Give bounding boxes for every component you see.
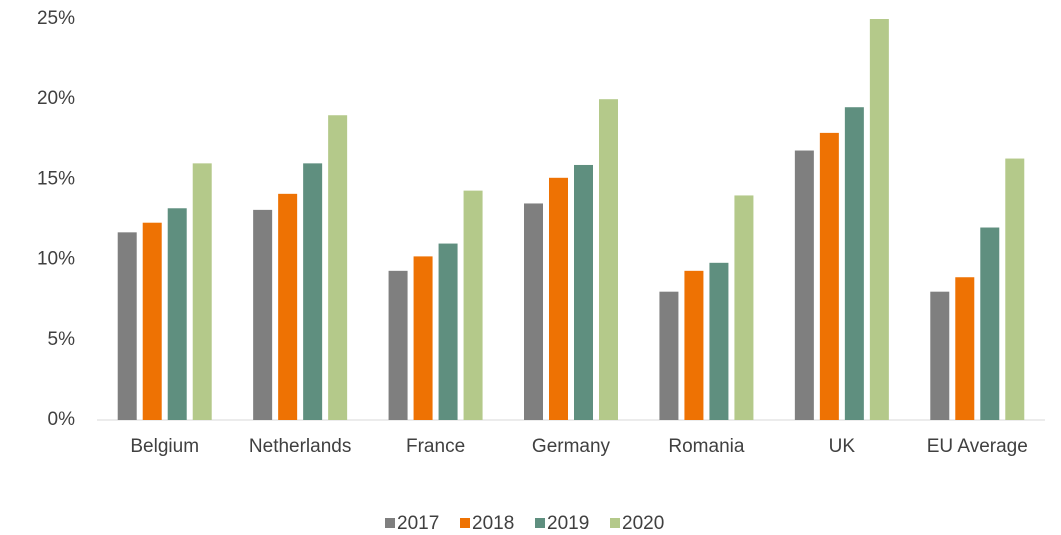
y-tick-label: 0% xyxy=(48,409,76,430)
bar xyxy=(328,115,348,421)
bar xyxy=(549,177,568,420)
legend-swatch xyxy=(385,518,395,528)
bar xyxy=(167,208,187,420)
bar xyxy=(599,99,618,420)
legend-label: 2020 xyxy=(622,513,664,534)
bar xyxy=(955,277,975,420)
legend-label: 2017 xyxy=(397,513,439,534)
bar xyxy=(709,262,729,420)
y-tick-label: 15% xyxy=(37,168,75,189)
bar xyxy=(278,193,298,420)
y-tick-label: 5% xyxy=(48,329,76,350)
legend-swatch xyxy=(535,518,545,528)
bar xyxy=(142,222,162,420)
bar xyxy=(253,209,273,420)
bar xyxy=(192,163,212,421)
bar xyxy=(574,164,593,420)
legend-label: 2018 xyxy=(472,513,514,534)
bar xyxy=(734,195,754,420)
x-tick-label: Belgium xyxy=(130,436,199,457)
bar xyxy=(438,243,458,420)
bar xyxy=(819,132,839,420)
x-tick-label: UK xyxy=(829,436,856,457)
bar xyxy=(463,190,483,420)
bar xyxy=(794,150,814,420)
legend-label: 2019 xyxy=(547,513,589,534)
bar xyxy=(684,270,704,420)
bar xyxy=(524,203,543,420)
bar xyxy=(844,107,864,420)
y-tick-label: 10% xyxy=(37,249,75,270)
x-tick-label: Germany xyxy=(532,436,611,457)
legend-swatch xyxy=(460,518,470,528)
bar xyxy=(980,227,1000,420)
bar xyxy=(413,256,433,420)
bar xyxy=(117,232,137,420)
bar xyxy=(388,270,408,420)
bar xyxy=(930,291,950,420)
bar xyxy=(303,163,323,421)
legend-swatch xyxy=(610,518,620,528)
bar xyxy=(659,291,679,420)
x-tick-label: Netherlands xyxy=(249,436,351,457)
y-tick-label: 25% xyxy=(37,8,75,29)
x-tick-label: EU Average xyxy=(927,436,1028,457)
bar xyxy=(1005,158,1025,420)
x-tick-label: France xyxy=(406,436,465,457)
bar xyxy=(869,19,889,420)
y-tick-label: 20% xyxy=(37,88,75,109)
x-tick-label: Romania xyxy=(668,436,744,457)
